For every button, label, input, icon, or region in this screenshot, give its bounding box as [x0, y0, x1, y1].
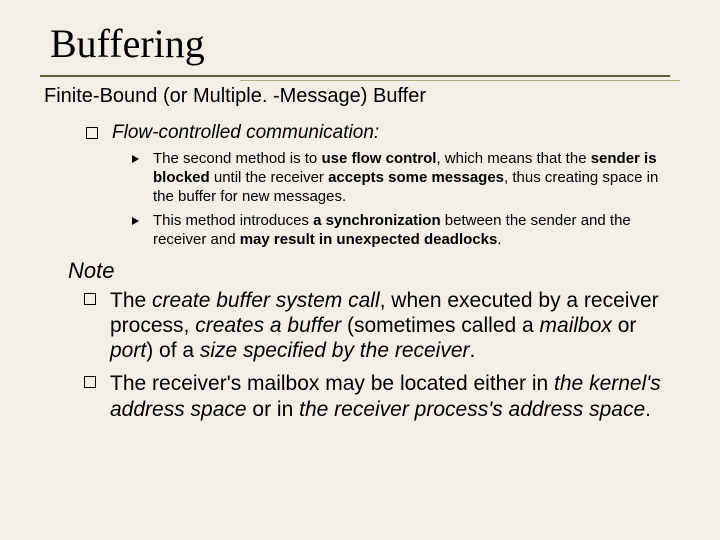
flow-label: Flow-controlled communication: [112, 122, 379, 144]
triangle-bullet-icon [132, 155, 139, 163]
note-bullet-1-text: The create buffer system call, when exec… [110, 288, 680, 364]
divider-top [40, 75, 670, 77]
sub-bullet-2: This method introduces a synchronization… [132, 212, 680, 250]
sub-bullet-1: The second method is to use flow control… [132, 150, 680, 206]
sub-bullet-1-text: The second method is to use flow control… [153, 150, 680, 206]
slide: Buffering Finite-Bound (or Multiple. -Me… [0, 0, 720, 540]
sub-bullet-2-text: This method introduces a synchronization… [153, 212, 680, 250]
triangle-bullet-icon [132, 217, 139, 225]
note-bullet-2: The receiver's mailbox may be located ei… [84, 371, 680, 421]
page-title: Buffering [50, 20, 680, 67]
note-bullet-2-text: The receiver's mailbox may be located ei… [110, 371, 680, 421]
divider-bottom [240, 80, 680, 81]
square-bullet-icon [86, 127, 98, 139]
note-label: Note [68, 258, 680, 284]
section-subtitle: Finite-Bound (or Multiple. -Message) Buf… [44, 85, 680, 108]
bullet-flow: Flow-controlled communication: [86, 122, 680, 144]
square-bullet-icon [84, 293, 96, 305]
note-bullet-1: The create buffer system call, when exec… [84, 288, 680, 364]
square-bullet-icon [84, 376, 96, 388]
